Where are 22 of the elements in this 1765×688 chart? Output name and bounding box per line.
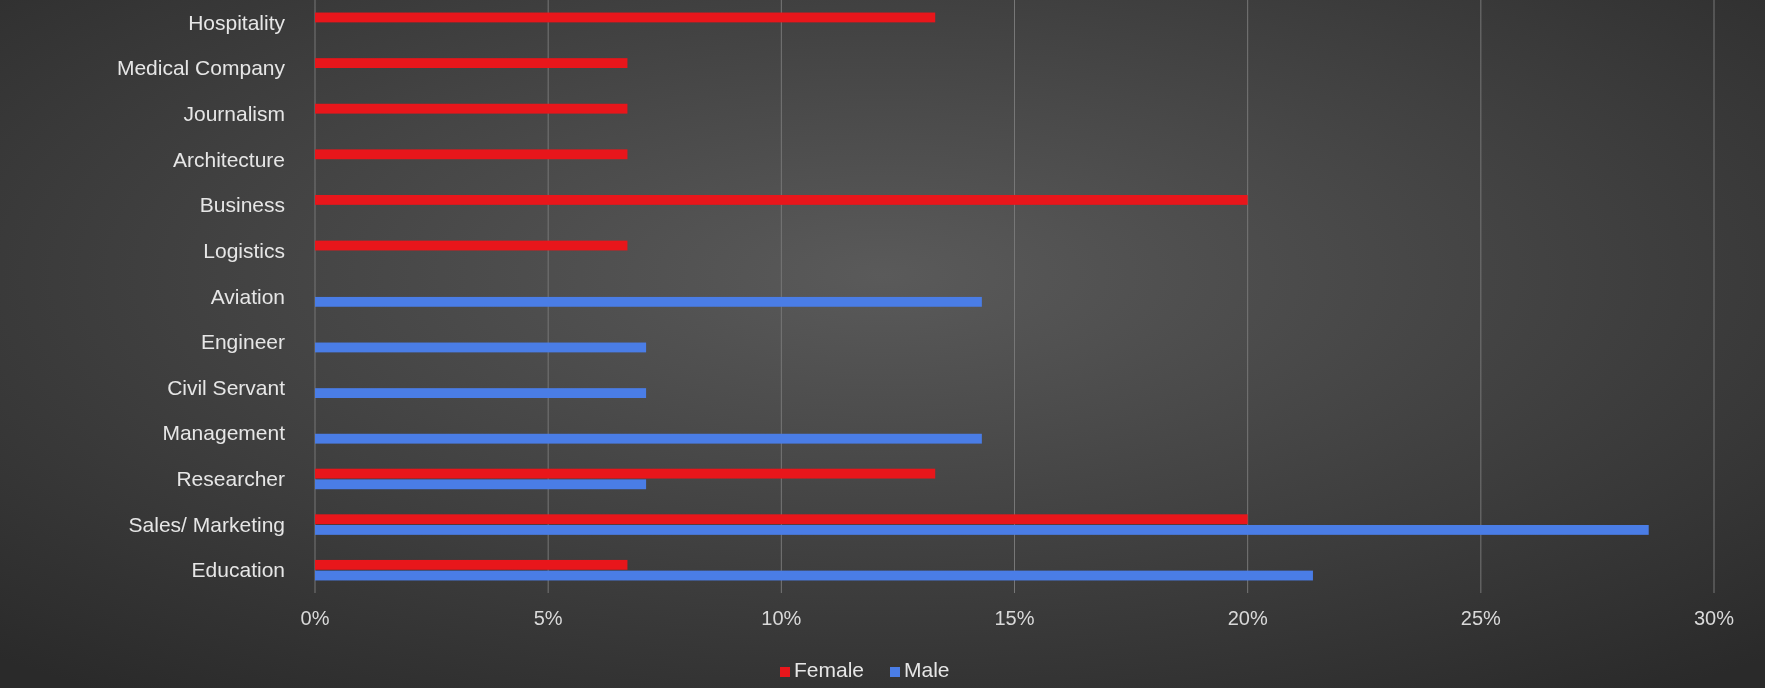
y-tick-label: Education [191, 558, 285, 582]
x-tick-label: 0% [300, 607, 330, 629]
y-tick-label: Sales/ Marketing [128, 512, 285, 536]
x-tick-label: 5% [533, 607, 563, 629]
y-tick-label: Logistics [203, 238, 285, 262]
y-tick-label: Researcher [176, 466, 285, 490]
x-tick-label: 10% [761, 607, 802, 629]
x-tick-label: 30% [1693, 607, 1735, 629]
y-tick-label: Civil Servant [167, 375, 286, 399]
y-tick-label: Architecture [172, 147, 285, 171]
x-tick-label: 25% [1460, 607, 1502, 629]
y-tick-label: Engineer [200, 330, 286, 354]
y-tick-label: Hospitality [188, 10, 286, 34]
y-tick-label: Aviation [210, 284, 285, 308]
y-tick-label: Journalism [183, 102, 285, 126]
y-tick-label: Business [199, 193, 285, 217]
y-tick-label: Management [162, 421, 286, 445]
y-tick-label: Medical Company [116, 56, 286, 80]
x-tick-label: 15% [994, 607, 1035, 629]
legend-label: Female [794, 658, 865, 681]
legend-label: Male [904, 658, 950, 681]
x-tick-label: 20% [1227, 607, 1268, 629]
